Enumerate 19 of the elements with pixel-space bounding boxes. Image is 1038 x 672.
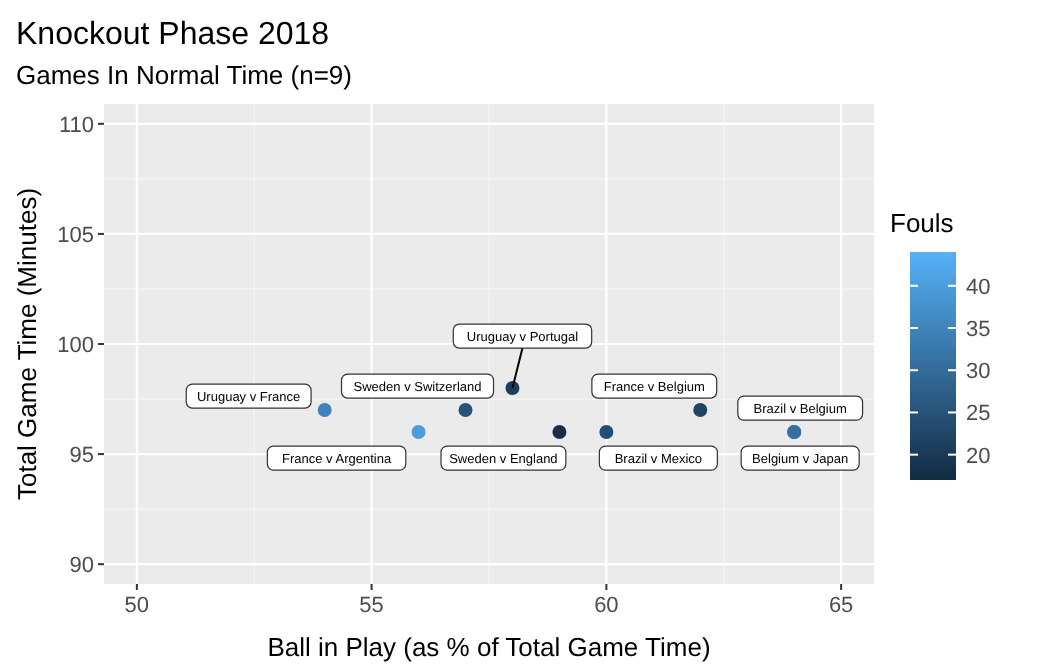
color-bar-label: 25 (966, 402, 991, 427)
x-tick-label: 60 (594, 594, 619, 618)
color-bar-label: 35 (966, 318, 991, 342)
y-tick-label: 90 (69, 554, 94, 579)
color-bar-label: 20 (966, 444, 991, 469)
x-tick-label: 65 (828, 594, 854, 618)
color-bar-title: Fouls (890, 208, 955, 238)
color-bar-label: 30 (966, 360, 991, 385)
chart-title: Knockout Phase 2018 (16, 18, 330, 52)
chart-subtitle: Games In Normal Time (n=9) (16, 60, 352, 90)
y-tick-label: 95 (69, 444, 94, 469)
color-bar-label: 40 (966, 275, 991, 300)
y-tick-label: 110 (58, 113, 94, 138)
y-tick-label: 100 (57, 334, 94, 358)
y-tick-label: 105 (57, 223, 94, 248)
x-tick-label: 50 (124, 594, 150, 618)
x-axis-title: Ball in Play (as % of Total Game Time) (267, 632, 711, 662)
x-tick-label: 55 (359, 594, 384, 618)
y-axis-title: Total Game Time (Minutes) (12, 187, 42, 501)
